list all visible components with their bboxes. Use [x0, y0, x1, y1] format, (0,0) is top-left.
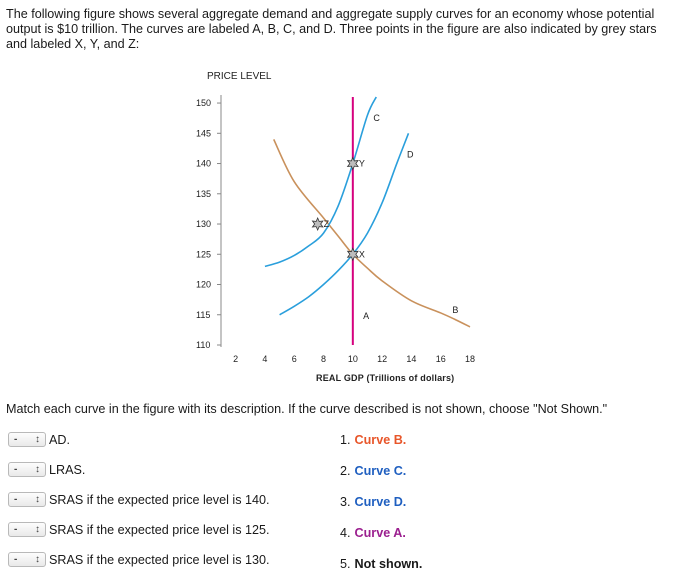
curve-b [273, 138, 471, 328]
y-tick-label: 140 [196, 159, 211, 169]
x-tick-label: 14 [406, 354, 416, 364]
option-text: Curve D. [354, 494, 407, 509]
y-axis-label: PRICE LEVEL [207, 71, 272, 82]
answer-option: 4. Curve A. [340, 524, 406, 541]
answer-option: 3. Curve D. [340, 493, 406, 510]
updown-arrow-icon: ↕ [35, 434, 40, 445]
answer-dropdown[interactable]: - ↕ [8, 492, 46, 507]
curve-c [264, 96, 377, 268]
match-row: - ↕ SRAS if the expected price level is 13… [8, 551, 270, 568]
star-point-z [311, 217, 324, 232]
y-tick-label: 135 [196, 189, 211, 199]
answer-option: 1. Curve B. [340, 431, 406, 448]
curve-label-b: B [452, 305, 458, 315]
answer-dropdown[interactable]: - ↕ [8, 552, 46, 567]
option-number: 2. [340, 463, 351, 478]
y-tick-label: 115 [196, 310, 210, 320]
x-tick-label: 18 [465, 354, 475, 364]
dropdown-value: - [14, 554, 18, 565]
option-text: Not shown. [354, 556, 423, 571]
updown-arrow-icon: ↕ [35, 494, 40, 505]
question-intro: The following figure shows several aggre… [6, 7, 657, 51]
curve-label-a: A [363, 311, 369, 321]
option-number: 3. [340, 494, 351, 509]
match-row: - ↕ AD. [8, 431, 70, 448]
x-tick-label: 10 [348, 354, 358, 364]
answer-dropdown[interactable]: - ↕ [8, 462, 46, 477]
y-tick-label: 120 [196, 280, 211, 290]
instructions: Match each curve in the figure with its … [6, 402, 608, 416]
option-text: Curve B. [354, 432, 407, 447]
updown-arrow-icon: ↕ [35, 524, 40, 535]
answer-option: 2. Curve C. [340, 462, 406, 479]
curve-description: SRAS if the expected price level is 140. [49, 492, 270, 507]
match-row: - ↕ LRAS. [8, 461, 85, 478]
x-axis-label: REAL GDP (Trillions of dollars) [316, 373, 454, 383]
y-tick-label: 130 [196, 219, 211, 229]
x-tick-label: 12 [377, 354, 387, 364]
dropdown-value: - [14, 434, 18, 445]
point-label-z: Z [324, 219, 330, 229]
x-tick-label: 4 [262, 354, 267, 364]
answer-dropdown[interactable]: - ↕ [8, 432, 46, 447]
x-tick-label: 2 [233, 354, 238, 364]
x-tick-label: 16 [436, 354, 446, 364]
option-number: 4. [340, 525, 351, 540]
curve-label-c: C [373, 113, 380, 123]
option-number: 1. [340, 432, 351, 447]
answer-option: 5. Not shown. [340, 555, 422, 572]
curve-d [279, 133, 410, 316]
match-row: - ↕ SRAS if the expected price level is 14… [8, 491, 270, 508]
dropdown-value: - [14, 464, 18, 475]
y-tick-label: 150 [196, 98, 211, 108]
point-label-x: X [359, 249, 365, 259]
option-text: Curve A. [354, 525, 406, 540]
y-tick-label: 145 [196, 128, 211, 138]
updown-arrow-icon: ↕ [35, 464, 40, 475]
curve-description: LRAS. [49, 462, 86, 477]
y-tick-label: 125 [196, 249, 211, 259]
match-row: - ↕ SRAS if the expected price level is 12… [8, 521, 270, 538]
updown-arrow-icon: ↕ [35, 554, 40, 565]
curve-label-d: D [407, 149, 414, 159]
option-number: 5. [340, 556, 351, 571]
curve-description: SRAS if the expected price level is 125. [49, 522, 270, 537]
supply-demand-chart: PRICE LEVEL REAL GDP (Trillions of dollar… [196, 71, 475, 383]
dropdown-value: - [14, 524, 18, 535]
option-text: Curve C. [354, 463, 407, 478]
y-tick-label: 110 [196, 340, 210, 350]
point-label-y: Y [359, 159, 365, 169]
curve-description: SRAS if the expected price level is 130. [49, 552, 270, 567]
x-tick-label: 6 [292, 354, 297, 364]
curve-description: AD. [49, 432, 70, 447]
x-tick-label: 8 [321, 354, 326, 364]
star-point-x [346, 247, 359, 262]
dropdown-value: - [14, 494, 18, 505]
star-point-y [346, 156, 359, 171]
answer-dropdown[interactable]: - ↕ [8, 522, 46, 537]
